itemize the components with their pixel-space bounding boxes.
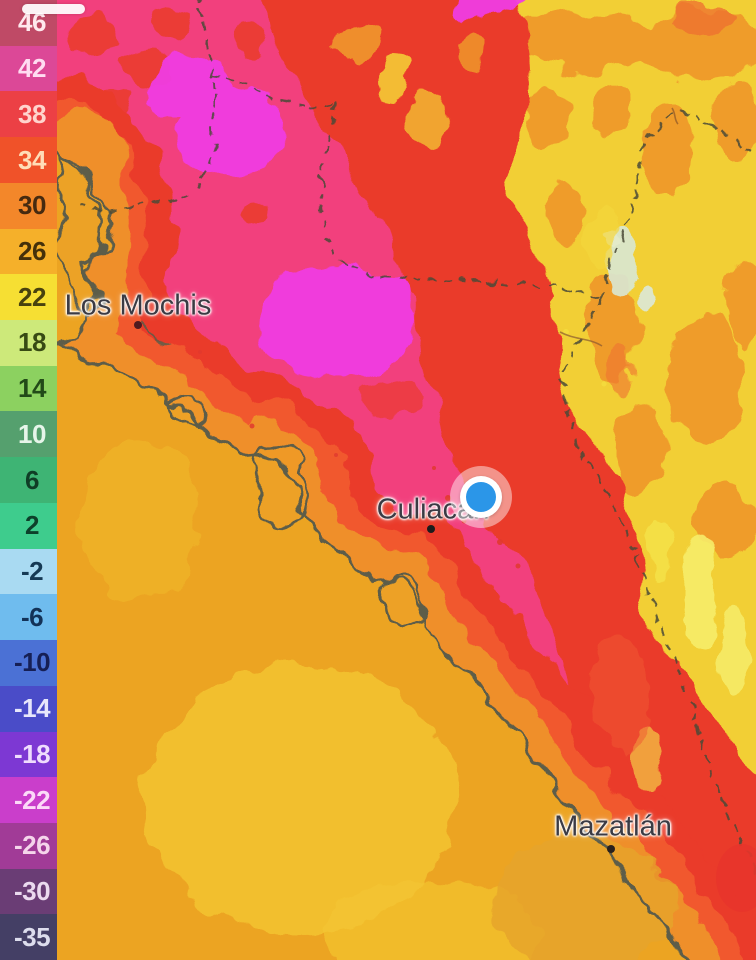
legend-band--22: -22 — [0, 777, 57, 823]
legend-band--6: -6 — [0, 594, 57, 641]
legend-band-18: 18 — [0, 320, 57, 366]
legend-band-label: 10 — [18, 418, 46, 449]
city-label-los-mochis[interactable]: Los Mochis — [64, 289, 212, 322]
location-marker-dot — [466, 482, 496, 512]
coastline — [55, 146, 693, 960]
legend-band-42: 42 — [0, 45, 57, 92]
state-boundaries — [81, 0, 756, 872]
ocean-warm-patch — [145, 665, 455, 935]
legend-band--2: -2 — [0, 548, 57, 595]
legend-band-label: 42 — [18, 53, 46, 84]
legend-band-label: 30 — [18, 190, 46, 221]
drag-handle-pill[interactable] — [22, 4, 85, 14]
legend-band-label: 18 — [18, 327, 46, 358]
legend-band-label: -35 — [13, 921, 51, 952]
legend-band-2: 2 — [0, 502, 57, 549]
coast-and-ocean — [0, 73, 756, 960]
legend-band-30: 30 — [0, 182, 57, 229]
city-label-mazatlan[interactable]: Mazatlán — [554, 810, 672, 843]
legend-band-label: 2 — [25, 510, 39, 541]
legend-band-label: 26 — [18, 235, 46, 266]
legend-band-label: 14 — [18, 373, 46, 404]
legend-band-label: 38 — [18, 98, 46, 129]
legend-band-label: -18 — [13, 738, 51, 769]
legend-band-22: 22 — [0, 274, 57, 321]
legend-band--18: -18 — [0, 731, 57, 778]
legend-band-10: 10 — [0, 411, 57, 458]
legend-band--14: -14 — [0, 685, 57, 732]
legend-band-label: 6 — [25, 464, 39, 495]
estuary-line — [142, 320, 168, 346]
terrain-magenta-blobs — [148, 0, 526, 572]
legend-band-label: -10 — [13, 647, 51, 678]
legend-band-34: 34 — [0, 137, 57, 183]
legend-band--26: -26 — [0, 822, 57, 869]
legend-band-6: 6 — [0, 457, 57, 503]
temperature-legend[interactable]: 46 42 38 34 30 26 22 18 14 10 6 2 -2 -6 -10 -14 -18 -22 -2… — [0, 0, 57, 960]
city-dot-los-mochis — [134, 321, 142, 329]
legend-band-label: -30 — [13, 876, 51, 907]
legend-band-14: 14 — [0, 365, 57, 412]
city-dot-culiacan — [427, 525, 435, 533]
legend-band-label: -26 — [13, 830, 51, 861]
legend-band-label: -6 — [20, 601, 44, 632]
legend-band-label: -22 — [13, 784, 51, 815]
legend-band-26: 26 — [0, 228, 57, 275]
map-speckles — [198, 107, 756, 912]
peninsula-outline — [56, 150, 112, 316]
legend-band--30: -30 — [0, 868, 57, 915]
terrain-orange-mottle — [520, 4, 756, 558]
legend-band--10: -10 — [0, 640, 57, 686]
legend-band-label: 34 — [18, 144, 46, 175]
lagoon-outline — [386, 575, 422, 629]
city-dot-mazatlan — [607, 845, 615, 853]
legend-band-38: 38 — [0, 91, 57, 138]
lagoon-outline — [249, 439, 311, 528]
legend-band-label: 22 — [18, 281, 46, 312]
legend-band--35: -35 — [0, 914, 57, 960]
legend-band-label: -2 — [20, 555, 44, 586]
legend-band-label: -14 — [13, 693, 51, 724]
